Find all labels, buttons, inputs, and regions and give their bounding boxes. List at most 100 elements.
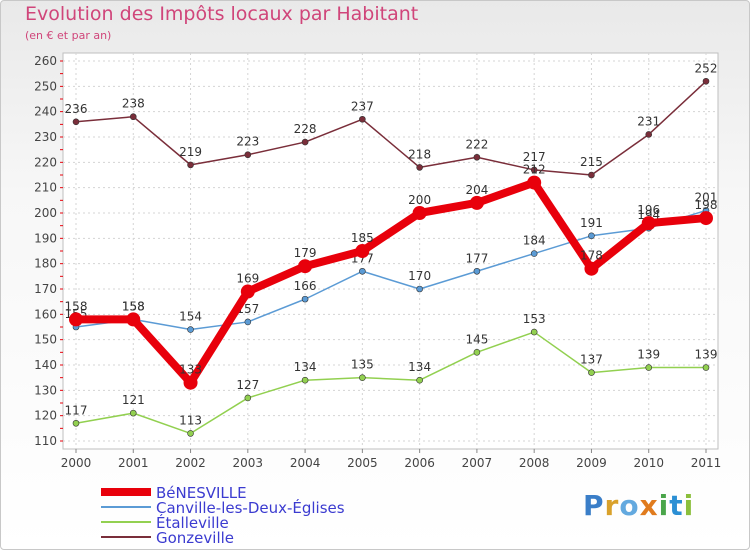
- data-point: [359, 374, 366, 381]
- data-point: [473, 349, 481, 356]
- data-label: 252: [695, 61, 718, 75]
- data-point: [584, 261, 599, 276]
- data-label: 217: [523, 150, 546, 164]
- x-tick-label: 2002: [175, 456, 206, 470]
- y-tick-label: 120: [34, 409, 57, 423]
- y-tick-label: 190: [34, 231, 57, 245]
- data-label: 179: [294, 246, 317, 260]
- y-tick-label: 220: [34, 155, 57, 169]
- data-point: [645, 131, 653, 138]
- y-tick-label: 210: [34, 181, 57, 195]
- y-tick-label: 170: [34, 282, 57, 296]
- data-label: 153: [523, 312, 546, 326]
- x-tick-label: 2010: [633, 456, 664, 470]
- chart-subtitle: (en € et par an): [25, 29, 112, 42]
- data-point: [416, 164, 423, 171]
- data-point: [69, 312, 83, 327]
- data-point: [641, 216, 656, 231]
- data-label: 113: [179, 413, 202, 427]
- data-point: [469, 195, 484, 210]
- x-tick-label: 2001: [118, 456, 149, 470]
- data-point: [187, 326, 194, 333]
- data-point: [244, 318, 252, 326]
- data-label: 121: [122, 393, 145, 407]
- y-tick-label: 200: [34, 206, 57, 220]
- y-tick-label: 130: [34, 383, 57, 397]
- data-label: 228: [294, 122, 317, 136]
- data-point: [187, 430, 194, 437]
- data-label: 133: [179, 363, 202, 377]
- data-point: [244, 151, 252, 159]
- data-point: [301, 138, 309, 146]
- data-label: 222: [465, 137, 488, 151]
- data-label: 238: [122, 97, 145, 111]
- legend-label: BéNESVILLE: [156, 484, 247, 502]
- x-tick-label: 2000: [61, 456, 92, 470]
- data-point: [473, 153, 481, 161]
- y-tick-label: 160: [34, 307, 57, 321]
- y-tick-label: 110: [34, 434, 57, 448]
- data-label: 215: [580, 155, 603, 169]
- data-label: 201: [695, 190, 718, 204]
- data-point: [530, 250, 538, 257]
- data-label: 139: [695, 348, 718, 362]
- proxiti-logo: Proxiti: [583, 489, 695, 522]
- series-line-1: [75, 209, 707, 331]
- x-tick-label: 2005: [347, 456, 378, 470]
- data-point: [412, 206, 427, 220]
- data-point: [301, 376, 309, 384]
- x-tick-label: 2006: [404, 456, 435, 470]
- data-label: 212: [523, 163, 546, 177]
- data-point: [355, 244, 370, 258]
- data-label: 191: [580, 216, 603, 230]
- data-label: 184: [523, 234, 546, 248]
- data-point: [129, 409, 137, 417]
- data-point: [298, 259, 313, 274]
- y-tick-label: 230: [34, 130, 57, 144]
- x-tick-label: 2009: [576, 456, 607, 470]
- data-label: 158: [122, 299, 145, 313]
- data-point: [240, 284, 255, 299]
- data-label: 154: [179, 310, 202, 324]
- y-tick-label: 140: [34, 358, 57, 372]
- data-label: 200: [408, 193, 431, 207]
- y-tick-label: 250: [34, 79, 57, 93]
- data-point: [588, 369, 595, 376]
- data-label: 185: [351, 231, 374, 245]
- data-point: [359, 267, 366, 275]
- data-point: [244, 394, 252, 402]
- y-tick-label: 150: [34, 333, 57, 347]
- legend-label: Étalleville: [156, 513, 229, 532]
- data-point: [359, 115, 366, 123]
- data-point: [588, 171, 595, 179]
- data-label: 166: [294, 279, 317, 293]
- data-label: 198: [695, 198, 718, 212]
- data-point: [530, 166, 538, 174]
- x-tick-label: 2008: [519, 456, 550, 470]
- data-point: [183, 375, 198, 390]
- data-label: 158: [122, 299, 145, 313]
- data-point: [129, 113, 137, 121]
- data-point: [530, 328, 538, 336]
- data-point: [702, 364, 710, 371]
- data-point: [72, 419, 80, 427]
- data-point: [702, 77, 710, 85]
- x-tick-label: 2007: [462, 456, 493, 470]
- data-point: [72, 118, 80, 126]
- series-line-2: [75, 331, 706, 435]
- data-label: 204: [465, 183, 488, 197]
- data-label: 219: [179, 145, 202, 159]
- legend-label: Gonzeville: [156, 529, 234, 547]
- data-label: 236: [65, 102, 88, 116]
- y-tick-label: 180: [34, 257, 57, 271]
- data-point: [416, 376, 423, 384]
- data-point: [645, 364, 653, 371]
- data-label: 134: [294, 360, 317, 374]
- data-label: 177: [465, 251, 488, 265]
- y-tick-label: 260: [34, 54, 57, 68]
- chart-title: Evolution des Impôts locaux par Habitant: [25, 3, 419, 25]
- data-point: [126, 312, 141, 327]
- data-point: [416, 285, 423, 293]
- data-label: 139: [637, 348, 660, 362]
